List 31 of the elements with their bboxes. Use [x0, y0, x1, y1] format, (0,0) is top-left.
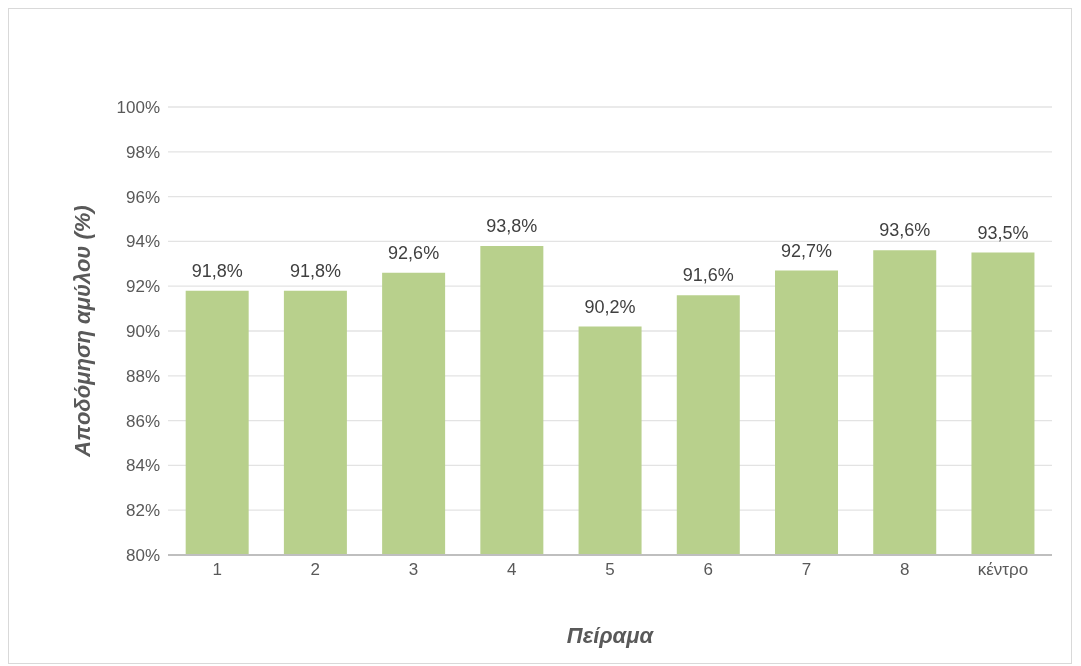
x-tick-label: 5	[605, 560, 615, 580]
y-tick-label: 82%	[125, 501, 160, 521]
data-label: 92,6%	[388, 242, 440, 263]
data-label: 93,6%	[879, 220, 931, 241]
y-tick-label: 80%	[125, 546, 160, 566]
y-tick-label: 84%	[125, 456, 160, 476]
data-label: 90,2%	[584, 296, 636, 317]
y-tick-label: 94%	[125, 232, 160, 252]
data-label: 91,6%	[682, 265, 734, 286]
data-label: 92,7%	[780, 240, 833, 261]
y-tick-label: 100%	[116, 98, 160, 118]
x-axis-title: Πείραμα	[566, 623, 655, 648]
x-tick-label: κέντρο	[977, 560, 1029, 580]
x-tick-label: 6	[703, 560, 713, 580]
y-tick-label: 92%	[125, 277, 160, 297]
x-tick-label: 4	[507, 560, 517, 580]
y-tick-label: 96%	[125, 187, 160, 207]
data-label: 91,8%	[289, 260, 341, 281]
data-label: 93,8%	[486, 215, 538, 236]
y-tick-label: 86%	[125, 411, 160, 431]
x-tick-label: 3	[408, 560, 419, 580]
y-tick-label: 90%	[125, 322, 160, 342]
y-tick-label: 88%	[125, 366, 160, 386]
y-tick-label: 98%	[125, 142, 160, 162]
x-tick-label: 7	[801, 560, 812, 580]
x-tick-label: 1	[212, 560, 222, 580]
x-tick-label: 2	[310, 560, 321, 580]
data-label: 91,8%	[191, 260, 243, 281]
x-tick-label: 8	[899, 560, 910, 580]
data-label: 93,5%	[977, 222, 1029, 243]
y-axis-title: Αποδόμηση αμύλου (%)	[69, 205, 95, 458]
